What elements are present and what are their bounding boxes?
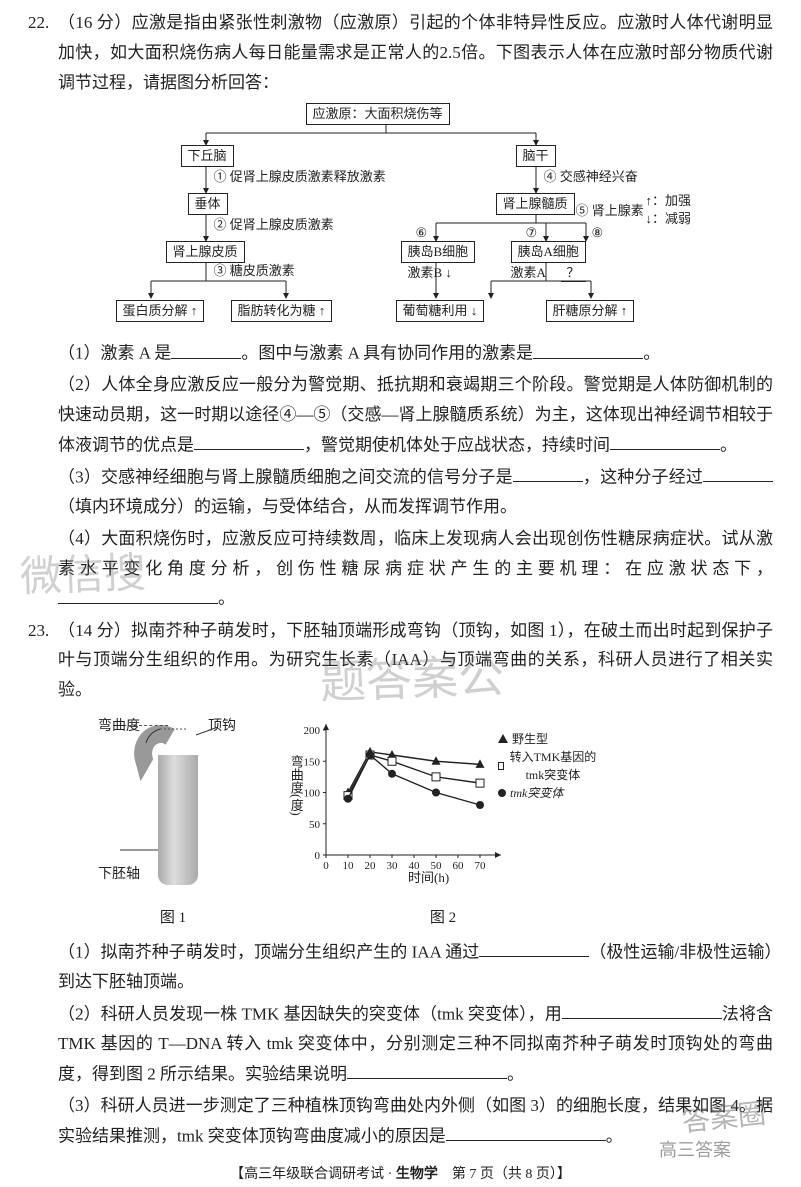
footer-subject: 生物学 xyxy=(396,1165,438,1181)
flow-legend-down: ↓：减弱 xyxy=(646,211,692,227)
blank xyxy=(533,338,643,358)
q22-points: （16 分） xyxy=(58,13,132,32)
svg-text:0: 0 xyxy=(323,860,329,872)
q23-sub2-c: 。 xyxy=(507,1064,524,1083)
square-marker-icon xyxy=(498,762,504,770)
flow-islet-b: 胰岛B细胞 xyxy=(401,241,476,263)
figure-1: 弯曲度 顶钩 下胚轴 图 1 xyxy=(98,715,248,931)
q22-sub1-c: 。 xyxy=(643,344,660,363)
blank xyxy=(513,462,583,482)
q22-number: 22. xyxy=(28,8,58,614)
blank xyxy=(58,583,218,603)
q22-sub4-b: 。 xyxy=(218,589,235,608)
q23-body: （14 分）拟南芥种子萌发时，下胚轴顶端形成弯钩（顶钩，如图 1），在破土而出时… xyxy=(58,616,773,1151)
flow-adrenal-medulla: 肾上腺髓质 xyxy=(496,193,575,215)
q23-sub3-b: 。 xyxy=(606,1126,623,1145)
circle-marker-icon xyxy=(498,789,506,797)
q23-sub2-a: （2）科研人员发现一株 TMK 基因缺失的突变体（tmk 突变体），用 xyxy=(58,1004,562,1023)
q23-figures: 弯曲度 顶钩 下胚轴 图 1 0501001502000102030405060… xyxy=(98,715,773,931)
legend-wt: 野生型 xyxy=(512,730,548,748)
flow-label-2: ② 促肾上腺皮质激素 xyxy=(214,217,334,233)
q22-sub1-a: （1）激素 A 是 xyxy=(58,344,171,363)
flow-label-5: ⑤ 肾上腺素 xyxy=(576,203,644,219)
q22-sub2: （2）人体全身应激反应一般分为警觉期、抵抗期和衰竭期三个阶段。警觉期是人体防御机… xyxy=(58,370,773,460)
q23-stem: 拟南芥种子萌发时，下胚轴顶端形成弯钩（顶钩，如图 1），在破土而出时起到保护子叶… xyxy=(58,621,773,700)
flow-label-7: ⑦ xyxy=(526,225,538,241)
q23-sub1: （1）拟南芥种子萌发时，顶端分生组织产生的 IAA 通过（极性运输/非极性运输）… xyxy=(58,937,773,997)
blank xyxy=(347,1059,507,1079)
blank xyxy=(194,430,304,450)
stamp-small: 高三答案 xyxy=(659,1135,731,1167)
flow-effect1: 蛋白质分解 ↑ xyxy=(116,300,205,322)
svg-text:10: 10 xyxy=(343,860,355,872)
fig2-legend: 野生型 转入TMK基因的tmk突变体 tmk突变体 xyxy=(498,730,598,802)
flow-effect4: 肝糖原分解 ↑ xyxy=(546,300,635,322)
q23-points: （14 分） xyxy=(58,621,131,640)
flow-label-6: ⑥ xyxy=(416,225,428,241)
flow-effect3: 葡萄糖利用 ↓ xyxy=(396,300,485,322)
flow-label-3: ③ 糖皮质激素 xyxy=(214,263,295,279)
flow-question: ？ xyxy=(561,265,586,282)
flow-hormone-a: 激素A xyxy=(511,265,546,281)
fig2-caption: 图 2 xyxy=(288,905,598,931)
q22-sub4-a: （4）大面积烧伤时，应激反应可持续数周，临床上发现病人会出现创伤性糖尿病症状。试… xyxy=(58,529,773,578)
q22-sub3-a: （3）交感神经细胞与肾上腺髓质细胞之间交流的信号分子是 xyxy=(58,467,513,486)
blank xyxy=(171,338,241,358)
fig1-label-hypocotyl: 下胚轴 xyxy=(98,863,140,888)
svg-text:0: 0 xyxy=(315,850,321,862)
flow-pituitary: 垂体 xyxy=(188,193,228,215)
blank xyxy=(610,430,720,450)
flow-hormone-b: 激素B ↓ xyxy=(408,265,452,281)
blank xyxy=(562,999,722,1019)
flow-brainstem: 脑干 xyxy=(516,145,556,167)
svg-text:30: 30 xyxy=(387,860,399,872)
blank xyxy=(479,937,589,957)
fig1-caption: 图 1 xyxy=(98,905,248,931)
flow-effect2: 脂肪转化为糖 ↑ xyxy=(231,300,333,322)
flow-adrenal-cortex: 肾上腺皮质 xyxy=(166,241,245,263)
legend-rescue: 转入TMK基因的tmk突变体 xyxy=(508,748,598,784)
q22-sub4: （4）大面积烧伤时，应激反应可持续数周，临床上发现病人会出现创伤性糖尿病症状。试… xyxy=(58,524,773,614)
fig1-label-bend: 弯曲度 xyxy=(98,715,140,740)
flow-stimulus: 应激原：大面积烧伤等 xyxy=(306,103,450,125)
flow-legend-up: ↑：加强 xyxy=(646,193,692,209)
svg-text:70: 70 xyxy=(475,860,487,872)
q22-sub1-b: 。图中与激素 A 具有协同作用的激素是 xyxy=(241,344,533,363)
footer-page: 第 7 页（共 8 页）】 xyxy=(438,1167,571,1182)
q22-stem: 应激是指由紧张性刺激物（应激原）引起的个体非特异性反应。应激时人体代谢明显加快，… xyxy=(58,13,773,92)
q22-sub2-c: 。 xyxy=(720,435,737,454)
blank xyxy=(446,1121,606,1141)
flow-label-1: ① 促肾上腺皮质激素释放激素 xyxy=(214,169,386,185)
svg-text:60: 60 xyxy=(453,860,465,872)
fig1-label-hook: 顶钩 xyxy=(208,715,236,740)
svg-text:50: 50 xyxy=(309,819,321,831)
q23-number: 23. xyxy=(28,616,58,1151)
flow-hypothalamus: 下丘脑 xyxy=(181,145,234,167)
triangle-marker-icon xyxy=(498,734,508,743)
question-22: 22. （16 分）应激是指由紧张性刺激物（应激原）引起的个体非特异性反应。应激… xyxy=(28,8,773,614)
q22-sub3-b: ，这种分子经过 xyxy=(583,467,703,486)
svg-text:20: 20 xyxy=(365,860,377,872)
q22-body: （16 分）应激是指由紧张性刺激物（应激原）引起的个体非特异性反应。应激时人体代… xyxy=(58,8,773,614)
q23-sub2: （2）科研人员发现一株 TMK 基因缺失的突变体（tmk 突变体），用法将含 T… xyxy=(58,999,773,1089)
flow-label-8: ⑧ xyxy=(592,225,604,241)
flow-label-4: ④ 交感神经兴奋 xyxy=(544,169,638,185)
figure-2: 050100150200010203040506070 弯曲度(度) 时间(h)… xyxy=(288,715,598,931)
question-23: 23. （14 分）拟南芥种子萌发时，下胚轴顶端形成弯钩（顶钩，如图 1），在破… xyxy=(28,616,773,1151)
footer-left: 【高三年级联合调研考试 · xyxy=(230,1167,396,1182)
q22-sub2-b: ，警觉期使机体处于应战状态，持续时间 xyxy=(304,435,610,454)
svg-text:200: 200 xyxy=(304,725,321,737)
fig2-xlabel: 时间(h) xyxy=(408,867,449,890)
q22-flowchart: 应激原：大面积烧伤等 下丘脑 脑干 垂体 肾上腺髓质 肾上腺皮质 胰岛B细胞 胰… xyxy=(58,103,773,328)
blank xyxy=(703,462,773,482)
fig2-ylabel: 弯曲度(度) xyxy=(284,755,307,816)
q23-sub1-a: （1）拟南芥种子萌发时，顶端分生组织产生的 IAA 通过 xyxy=(58,942,479,961)
flow-islet-a: 胰岛A细胞 xyxy=(511,241,586,263)
q22-sub1: （1）激素 A 是 。图中与激素 A 具有协同作用的激素是 。 xyxy=(58,338,773,368)
q22-sub3-c: （填内环境成分）的运输，与受体结合，从而发挥调节作用。 xyxy=(58,497,517,516)
q22-sub3: （3）交感神经细胞与肾上腺髓质细胞之间交流的信号分子是 ，这种分子经过 （填内环境成… xyxy=(58,462,773,522)
legend-tmk: tmk突变体 xyxy=(510,784,563,802)
